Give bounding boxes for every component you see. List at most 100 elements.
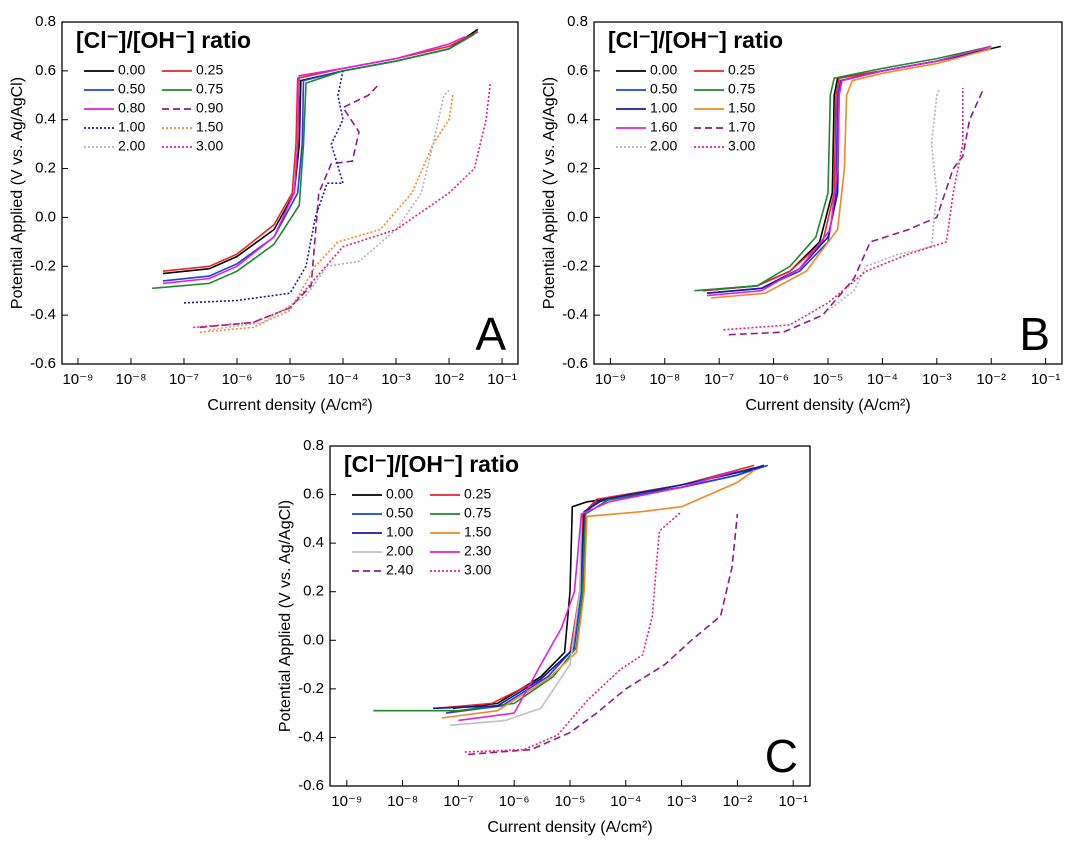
legend-label: 3.00 — [728, 138, 755, 154]
series-line — [432, 464, 765, 710]
x-tick-label: 10⁻⁶ — [758, 371, 789, 388]
legend-label: 1.50 — [196, 119, 223, 135]
y-tick-label: -0.4 — [298, 728, 324, 745]
y-tick-label: 0.0 — [303, 631, 324, 648]
series-line — [209, 89, 450, 331]
legend-label: 3.00 — [196, 138, 223, 154]
legend-label: 0.90 — [196, 100, 223, 116]
x-tick-label: 10⁻⁴ — [867, 371, 898, 388]
x-tick-label: 10⁻⁷ — [704, 371, 734, 388]
y-tick-label: 0.0 — [567, 208, 588, 225]
x-tick-label: 10⁻⁸ — [649, 371, 680, 388]
series-line — [199, 92, 454, 333]
y-tick-label: -0.4 — [562, 306, 588, 323]
x-tick-label: 10⁻¹ — [1031, 371, 1061, 388]
legend-label: 0.00 — [386, 486, 413, 502]
legend-label: 1.00 — [386, 524, 413, 540]
series-line — [710, 48, 992, 299]
panel-letter: B — [1019, 308, 1050, 360]
legend-label: 0.75 — [196, 81, 223, 97]
series-line — [707, 45, 992, 297]
series-line — [449, 518, 583, 727]
series-line — [193, 83, 492, 329]
series-line — [162, 35, 466, 285]
y-tick-label: 0.2 — [303, 583, 324, 600]
x-axis-label: Current density (A/cm²) — [487, 819, 652, 836]
legend-label: 0.00 — [650, 62, 677, 78]
legend-label: 3.00 — [464, 562, 491, 578]
y-tick-label: 0.6 — [303, 486, 324, 503]
panel-letter: A — [475, 308, 506, 360]
legend-title: [Cl⁻]/[OH⁻] ratio — [76, 27, 251, 53]
legend-label: 0.25 — [464, 486, 491, 502]
y-tick-label: 0.0 — [35, 208, 56, 225]
series-line — [728, 90, 984, 336]
series-line — [445, 464, 769, 714]
panel: 10⁻⁹ 10⁻⁸ 10⁻⁷ 10⁻⁶ 10⁻⁵ 10⁻⁴ 10⁻³ 10⁻² 10⁻¹ -0.6… — [541, 13, 1063, 414]
y-tick-label: 0.6 — [35, 62, 56, 79]
y-axis-label: Potential Applied (V vs. Ag/AgCl) — [277, 500, 294, 732]
legend-label: 2.30 — [464, 543, 491, 559]
y-tick-label: 0.2 — [35, 160, 56, 177]
legend-label: 1.50 — [728, 100, 755, 116]
x-tick-label: 10⁻⁷ — [169, 371, 199, 388]
x-tick-label: 10⁻⁷ — [443, 793, 473, 810]
legend-title: [Cl⁻]/[OH⁻] ratio — [608, 27, 783, 53]
y-tick-label: 0.8 — [303, 437, 324, 454]
x-tick-label: 10⁻³ — [922, 371, 952, 388]
legend-label: 0.80 — [118, 100, 145, 116]
x-tick-label: 10⁻² — [976, 371, 1006, 388]
legend-label: 1.70 — [728, 119, 755, 135]
legend-label: 1.00 — [650, 100, 677, 116]
x-tick-label: 10⁻¹ — [778, 793, 808, 810]
y-tick-label: -0.2 — [30, 257, 56, 274]
y-tick-label: 0.4 — [303, 534, 324, 551]
y-tick-label: 0.8 — [567, 13, 588, 30]
x-tick-label: 10⁻² — [723, 793, 753, 810]
legend-label: 0.75 — [728, 81, 755, 97]
panel-letter: C — [765, 730, 798, 782]
x-tick-label: 10⁻⁴ — [327, 371, 358, 388]
x-tick-label: 10⁻⁹ — [62, 371, 93, 388]
y-tick-label: -0.6 — [298, 777, 324, 794]
y-tick-label: -0.2 — [298, 680, 324, 697]
y-tick-label: 0.6 — [567, 62, 588, 79]
legend-label: 2.00 — [118, 138, 145, 154]
x-tick-label: 10⁻⁹ — [595, 371, 626, 388]
panel: 10⁻⁹ 10⁻⁸ 10⁻⁷ 10⁻⁶ 10⁻⁵ 10⁻⁴ 10⁻³ 10⁻² 10⁻¹ -0.6… — [9, 13, 519, 414]
series-line — [183, 70, 345, 304]
y-tick-label: -0.6 — [562, 355, 588, 372]
x-tick-label: 10⁻⁶ — [222, 371, 253, 388]
y-tick-label: 0.4 — [35, 111, 56, 128]
legend-label: 0.50 — [118, 81, 145, 97]
series-line — [464, 510, 683, 753]
y-tick-label: 0.8 — [35, 13, 56, 30]
x-tick-label: 10⁻⁵ — [813, 371, 844, 388]
y-tick-label: 0.2 — [567, 160, 588, 177]
x-tick-label: 10⁻⁹ — [331, 793, 362, 810]
series-line — [827, 90, 940, 311]
series-line — [152, 33, 475, 290]
series-line — [458, 469, 738, 722]
legend-label: 0.50 — [386, 505, 413, 521]
legend-label: 1.00 — [118, 119, 145, 135]
series-line — [199, 82, 381, 329]
legend-title: [Cl⁻]/[OH⁻] ratio — [344, 451, 519, 477]
series-line — [441, 469, 755, 719]
x-axis-label: Current density (A/cm²) — [207, 397, 372, 414]
x-tick-label: 10⁻⁵ — [275, 371, 306, 388]
legend-label: 0.50 — [650, 81, 677, 97]
series-line — [694, 45, 992, 292]
legend-label: 2.00 — [386, 543, 413, 559]
legend-label: 1.60 — [650, 119, 677, 135]
series-line — [436, 464, 755, 710]
x-axis-label: Current density (A/cm²) — [745, 397, 910, 414]
legend-label: 0.25 — [196, 62, 223, 78]
legend-label: 1.50 — [464, 524, 491, 540]
x-tick-label: 10⁻⁶ — [499, 793, 530, 810]
y-axis-label: Potential Applied (V vs. Ag/AgCl) — [9, 77, 26, 309]
x-tick-label: 10⁻⁸ — [115, 371, 146, 388]
x-tick-label: 10⁻⁴ — [610, 793, 641, 810]
legend-label: 0.25 — [728, 62, 755, 78]
